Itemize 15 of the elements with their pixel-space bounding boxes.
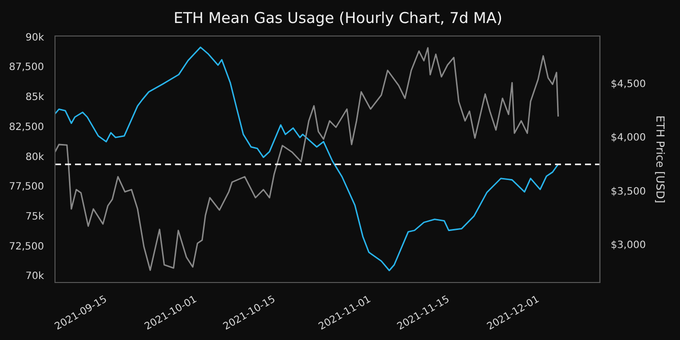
y-tick-label: 82,500 — [8, 122, 44, 133]
y-tick-label: 70k — [25, 271, 44, 282]
y-tick-label: 90k — [25, 32, 44, 44]
y2-tick-label: $3,500 — [610, 186, 646, 198]
y2-tick-label: $3,000 — [610, 240, 646, 252]
y2-tick-label: $4,000 — [610, 132, 646, 144]
chart-title: ETH Mean Gas Usage (Hourly Chart, 7d MA) — [174, 8, 502, 27]
y-tick-label: 77,500 — [8, 182, 44, 193]
y-tick-label: 85k — [25, 92, 44, 104]
y-tick-label: 72,500 — [8, 241, 44, 252]
y-tick-label: 75k — [25, 211, 44, 222]
y-tick-label: 87,500 — [8, 62, 44, 74]
y-tick-label: 80k — [25, 152, 44, 163]
y2-tick-label: $4,500 — [610, 78, 646, 90]
y2-axis-title: ETH Price [USD] — [654, 115, 667, 204]
